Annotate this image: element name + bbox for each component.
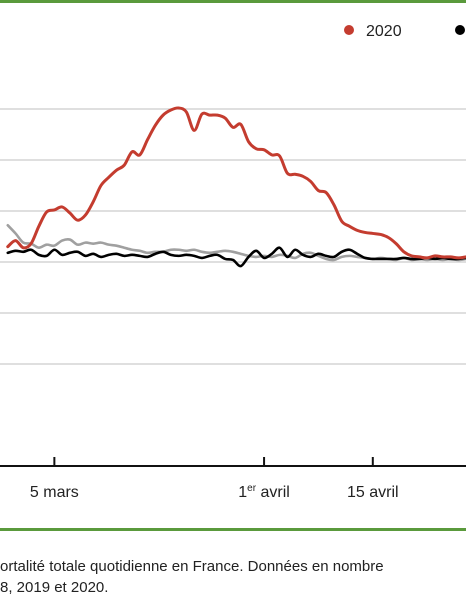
x-tick-label-0: 5 mars: [30, 484, 79, 501]
x-tick-label-1: 1er avril: [238, 483, 290, 501]
caption-line-1: ortalité totale quotidienne en France. D…: [0, 558, 384, 575]
x-axis-ticks: 5 mars 1er avril 15 avril: [30, 457, 399, 501]
series-lines: [6, 106, 466, 268]
gridlines: [0, 108, 466, 365]
caption-line-2: 8, 2019 et 2020.: [0, 579, 109, 596]
series-line-black: [6, 246, 466, 268]
legend-marker-black-series: [455, 25, 465, 35]
series-line-grey: [6, 223, 466, 262]
legend: 2020: [344, 23, 465, 40]
series-line-2020: [6, 106, 466, 260]
top-rule: [0, 0, 466, 3]
legend-label-2020: 2020: [366, 23, 402, 40]
x-tick-label-2: 15 avril: [347, 484, 399, 501]
bottom-rule: [0, 528, 466, 531]
legend-marker-2020: [344, 25, 354, 35]
mortality-line-chart: 5 mars 1er avril 15 avril 2020: [0, 23, 466, 501]
figure-caption: ortalité totale quotidienne en France. D…: [0, 556, 466, 598]
